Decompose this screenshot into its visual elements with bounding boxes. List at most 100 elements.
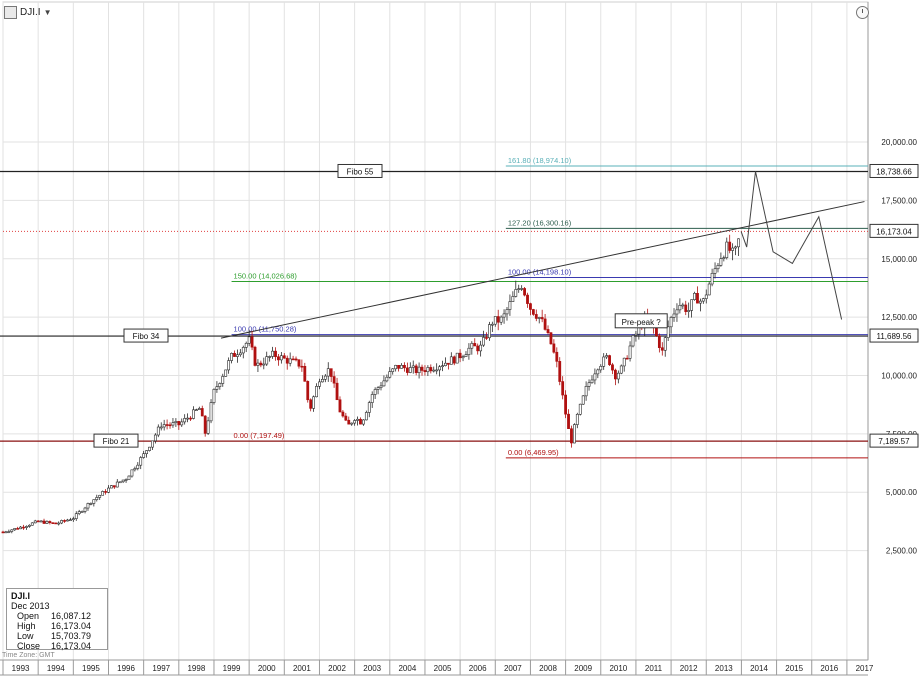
candle-body [567, 413, 570, 429]
candle-body [420, 366, 424, 371]
x-tick-label: 2004 [398, 664, 416, 673]
candle-body [39, 520, 43, 523]
candle-body [485, 337, 488, 339]
candle-body [177, 421, 181, 426]
candle-body [271, 350, 274, 357]
candle-body [256, 362, 260, 366]
candle-body [66, 519, 69, 522]
candle-body [332, 376, 336, 384]
info-label: High [17, 621, 36, 631]
candle-body [590, 379, 594, 384]
candle-body [543, 318, 547, 330]
symbol-selector[interactable]: DJI.I ▼ [4, 4, 51, 20]
candle-body [414, 365, 418, 374]
info-value: 16,173.04 [51, 641, 92, 651]
candle-body [86, 503, 90, 509]
candle-body [68, 519, 72, 522]
candle-body [124, 479, 128, 481]
candle-body [279, 355, 283, 361]
candle-body [578, 403, 582, 415]
candle-body [183, 418, 187, 423]
candle-body [130, 469, 134, 477]
candle-body [320, 379, 324, 383]
candle-body [593, 373, 597, 381]
x-tick-label: 1996 [117, 664, 135, 673]
candle-body [300, 365, 304, 368]
x-tick-label: 2000 [258, 664, 276, 673]
price-tag-box [869, 328, 919, 343]
candle-body [48, 521, 52, 523]
info-value: 16,173.04 [51, 621, 92, 631]
candle-body [359, 418, 362, 425]
price-tag: 11,689.56 [877, 332, 913, 341]
price-tag-box [869, 163, 919, 178]
candle-body [218, 383, 222, 387]
candle-body [379, 385, 383, 388]
annotation-label: Pre-peak ? [622, 318, 662, 327]
price-tag-box [869, 223, 919, 238]
x-tick-label: 2002 [328, 664, 346, 673]
candle-body [323, 375, 327, 380]
candle-body [488, 324, 491, 339]
candle-body [570, 428, 573, 444]
candle-body [200, 408, 204, 417]
candle-body [493, 316, 497, 325]
candle-body [233, 352, 236, 357]
candle-body [364, 412, 368, 421]
candle-body [616, 372, 620, 380]
candle-body [587, 382, 591, 387]
candle-body [725, 241, 729, 258]
candle-body [338, 399, 342, 413]
candle-body [561, 381, 565, 396]
candle-body [728, 241, 732, 251]
symbol-label: DJI.I [20, 6, 41, 18]
candle-body [253, 346, 257, 366]
candle-body [139, 457, 143, 466]
candle-body [306, 381, 310, 401]
candle-body [382, 380, 386, 387]
candle-body [165, 424, 169, 426]
chevron-down-icon[interactable]: ▼ [43, 7, 52, 17]
chart-icon [4, 5, 17, 19]
candle-body [534, 314, 538, 319]
candle-body [19, 526, 22, 530]
fibo-label: Fibo 34 [133, 332, 160, 341]
candle-body [461, 356, 465, 359]
candle-body [546, 329, 550, 333]
candle-body [540, 317, 544, 320]
candle-body [297, 359, 301, 367]
candle-body [212, 389, 216, 403]
candle-body [625, 357, 629, 360]
candle-body [203, 415, 207, 434]
candle-body [236, 354, 239, 357]
x-tick-label: 2005 [434, 664, 452, 673]
candle-body [693, 292, 696, 300]
candle-body [508, 301, 512, 310]
candle-body [356, 418, 359, 421]
candle-body [696, 292, 699, 304]
candle-body [171, 422, 175, 426]
candle-body [288, 358, 292, 364]
x-tick-label: 2006 [469, 664, 487, 673]
candle-body [13, 528, 17, 531]
clock-icon[interactable] [856, 6, 869, 19]
candle-body [660, 347, 664, 351]
candle-body [400, 364, 403, 369]
candle-body [312, 396, 316, 409]
candle-body [101, 491, 105, 496]
candle-body [549, 332, 553, 345]
y-tick-label: 17,500.00 [881, 196, 917, 205]
candle-body [490, 323, 494, 326]
candle-body [107, 487, 110, 493]
y-tick-label: 2,500.00 [886, 547, 918, 556]
projection-path [740, 171, 843, 320]
candle-body [63, 520, 66, 522]
candle-body [215, 386, 219, 390]
candle-body [435, 369, 439, 372]
candle-body [303, 366, 307, 382]
candle-body [156, 426, 160, 436]
candle-body [262, 363, 266, 366]
candle-body [168, 424, 172, 427]
candle-body [42, 520, 46, 524]
